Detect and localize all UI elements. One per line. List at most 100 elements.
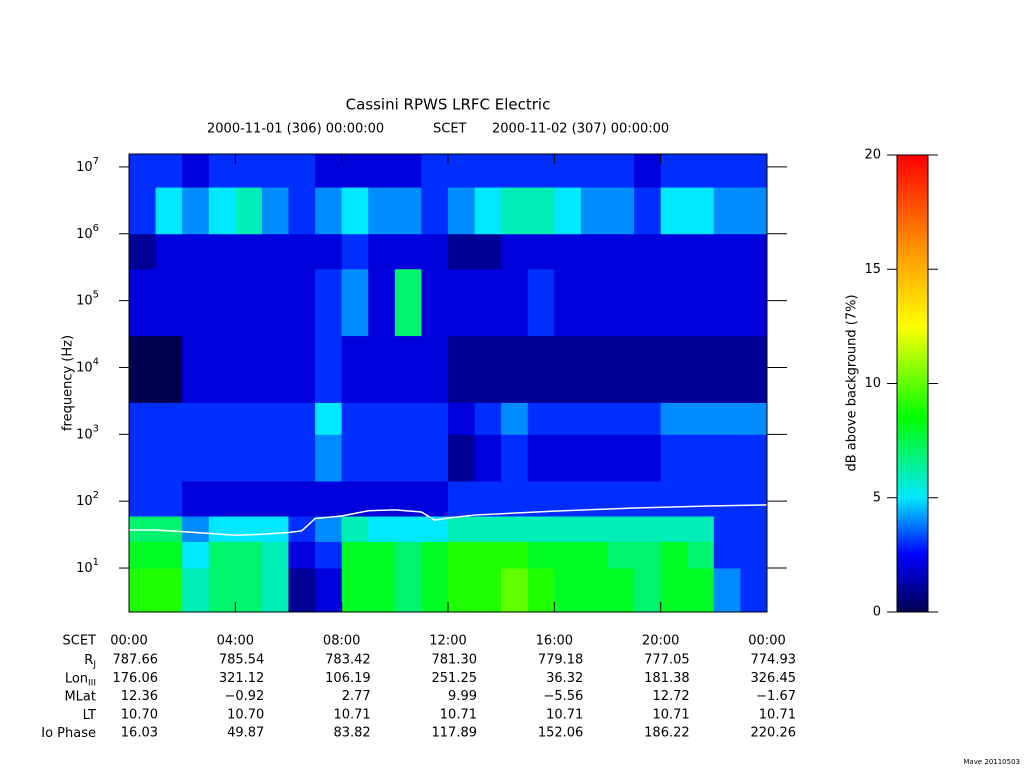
heatmap-cell <box>448 481 475 516</box>
heatmap-cell <box>209 154 236 188</box>
heatmap-cell <box>634 541 661 568</box>
heatmap-cell <box>448 541 475 568</box>
heatmap-cell <box>129 336 156 403</box>
heatmap-cell <box>740 402 767 434</box>
heatmap-cell <box>661 154 688 188</box>
heatmap-cell <box>687 234 714 269</box>
heatmap-cell <box>448 234 475 269</box>
table-value: −1.67 <box>756 689 796 704</box>
heatmap-cell <box>262 336 289 403</box>
heatmap-cell <box>740 269 767 336</box>
heatmap-cell <box>714 402 741 434</box>
heatmap-cell <box>528 154 555 188</box>
heatmap-cell <box>315 568 342 612</box>
heatmap-cell <box>395 336 422 403</box>
heatmap-cell <box>182 516 209 542</box>
heatmap-cell <box>262 234 289 269</box>
heatmap-cell <box>634 234 661 269</box>
heatmap-cell <box>262 402 289 434</box>
heatmap-cell <box>182 402 209 434</box>
heatmap-cell <box>315 269 342 336</box>
heatmap-cell <box>395 568 422 612</box>
row-label-text: Lon <box>65 671 88 686</box>
heatmap-cell <box>262 568 289 612</box>
heatmap-cell <box>714 187 741 234</box>
heatmap-cell <box>395 269 422 336</box>
table-value: −0.92 <box>224 689 264 704</box>
table-value: 36.32 <box>546 671 583 686</box>
y-tick-base: 10 <box>76 427 93 442</box>
table-value: 781.30 <box>432 653 478 668</box>
heatmap-cell <box>235 568 262 612</box>
heatmap-cell <box>315 516 342 542</box>
x-tick-label: 00:00 <box>748 634 785 649</box>
heatmap-cell <box>687 154 714 188</box>
heatmap-cell <box>156 336 183 403</box>
table-value: 181.38 <box>644 671 690 686</box>
heatmap-cell <box>395 154 422 188</box>
heatmap-cell <box>421 434 448 481</box>
heatmap-cell <box>262 481 289 516</box>
heatmap-cell <box>421 269 448 336</box>
heatmap-cell <box>342 234 369 269</box>
heatmap-cell <box>687 269 714 336</box>
heatmap-cell <box>315 541 342 568</box>
row-label: LonIII <box>65 671 96 688</box>
heatmap-cell <box>342 154 369 188</box>
heatmap-cell <box>687 434 714 481</box>
heatmap-cell <box>289 541 316 568</box>
heatmap-cell <box>740 434 767 481</box>
table-value: 9.99 <box>448 689 477 704</box>
colorbar-tick-label: 5 <box>873 490 881 505</box>
heatmap-cell <box>129 541 156 568</box>
heatmap-cell <box>129 154 156 188</box>
heatmap-cell <box>368 269 395 336</box>
heatmap-cell <box>421 541 448 568</box>
heatmap-cell <box>368 568 395 612</box>
y-tick-base: 10 <box>76 360 93 375</box>
heatmap-cell <box>421 402 448 434</box>
heatmap-cell <box>262 516 289 542</box>
heatmap-cell <box>129 434 156 481</box>
heatmap-cell <box>395 402 422 434</box>
y-tick-label: 103 <box>76 423 99 442</box>
heatmap-cell <box>342 269 369 336</box>
heatmap-cell <box>501 269 528 336</box>
heatmap-cell <box>235 402 262 434</box>
table-value: 117.89 <box>432 726 478 741</box>
x-tick-label: 08:00 <box>323 634 360 649</box>
heatmap-cell <box>554 336 581 403</box>
heatmap-cell <box>475 154 502 188</box>
y-tick-base: 10 <box>76 226 93 241</box>
x-tick-label: 12:00 <box>429 634 466 649</box>
heatmap-cell <box>289 516 316 542</box>
heatmap-cell <box>342 402 369 434</box>
heatmap-cell <box>448 336 475 403</box>
heatmap-cell <box>421 234 448 269</box>
y-tick-label: 101 <box>76 557 99 576</box>
row-label-sub: J <box>92 660 96 670</box>
heatmap-cell <box>554 234 581 269</box>
heatmap-cell <box>182 269 209 336</box>
heatmap-cell <box>634 154 661 188</box>
heatmap-cell <box>235 154 262 188</box>
heatmap-cell <box>608 434 635 481</box>
heatmap-cell <box>209 336 236 403</box>
table-value: 251.25 <box>432 671 478 686</box>
heatmap-cell <box>475 568 502 612</box>
heatmap-cell <box>661 402 688 434</box>
scet-label: SCET <box>433 122 467 137</box>
heatmap-cell <box>262 541 289 568</box>
row-label: Io Phase <box>41 726 96 741</box>
heatmap-cell <box>634 516 661 542</box>
heatmap-cell <box>235 336 262 403</box>
heatmap-cell <box>156 541 183 568</box>
heatmap-cell <box>634 402 661 434</box>
heatmap-cell <box>528 234 555 269</box>
heatmap-cell <box>182 481 209 516</box>
heatmap-cell <box>554 154 581 188</box>
end-label: 2000-11-02 (307) 00:00:00 <box>492 122 669 137</box>
heatmap-cell <box>528 336 555 403</box>
y-axis-label: frequency (Hz) <box>61 335 76 431</box>
heatmap-cell <box>501 336 528 403</box>
